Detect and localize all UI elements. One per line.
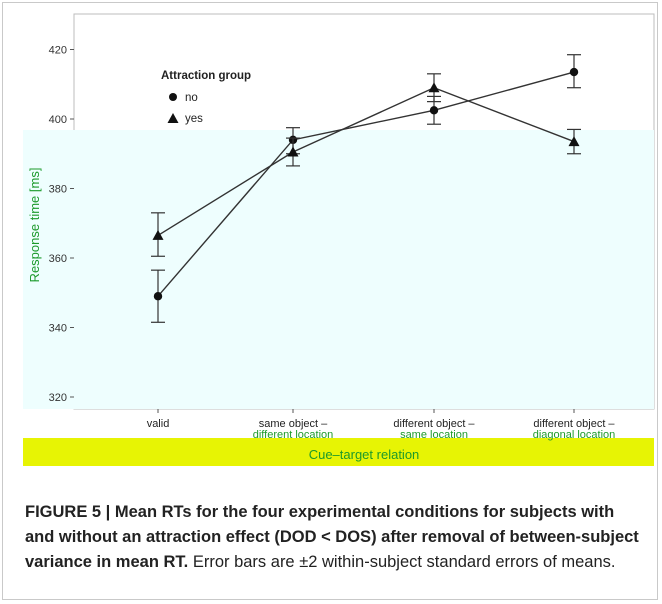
point-no [569, 67, 579, 77]
x-axis-label: Cue–target relation [309, 447, 420, 462]
legend-marker-yes [167, 113, 179, 123]
chart: 320 340 360 380 400 420 Response time [ms] vali… [23, 13, 655, 466]
legend-marker-no [169, 93, 177, 101]
legend-label-yes: yes [185, 113, 203, 125]
y-tick-label: 340 [49, 323, 67, 335]
caption-bold: FIGURE 5 | Mean RTs for the four experim… [25, 503, 639, 571]
y-axis-label: Response time [ms] [27, 168, 42, 283]
highlight-panel [23, 130, 654, 409]
y-tick-label: 380 [49, 184, 67, 196]
series-line-yes [157, 86, 575, 237]
x-tick-label: same location [400, 429, 468, 441]
caption-normal: Error bars are ±2 within-subject standar… [188, 553, 616, 571]
x-tick-label: same object – [259, 418, 328, 430]
point-yes [152, 229, 164, 240]
legend-label-no: no [185, 92, 198, 104]
x-tick-label: different object – [533, 418, 615, 430]
point-no [429, 106, 439, 115]
x-tick-label: different object – [393, 418, 475, 430]
x-label-band [23, 438, 654, 466]
figure-caption: FIGURE 5 | Mean RTs for the four experim… [25, 500, 645, 575]
y-tick-label: 360 [49, 253, 67, 265]
series-line-no [157, 71, 575, 297]
x-tick-label: diagonal location [533, 429, 616, 441]
point-yes [428, 82, 440, 93]
x-tick-label: different location [253, 429, 334, 441]
legend-title: Attraction group [161, 70, 251, 82]
point-yes [568, 136, 580, 147]
y-tick-label: 320 [49, 392, 67, 404]
point-yes [287, 146, 299, 157]
y-tick-label: 400 [49, 114, 67, 126]
y-tick-label: 420 [49, 45, 67, 57]
x-tick-label: valid [147, 418, 170, 430]
point-no [153, 292, 163, 301]
